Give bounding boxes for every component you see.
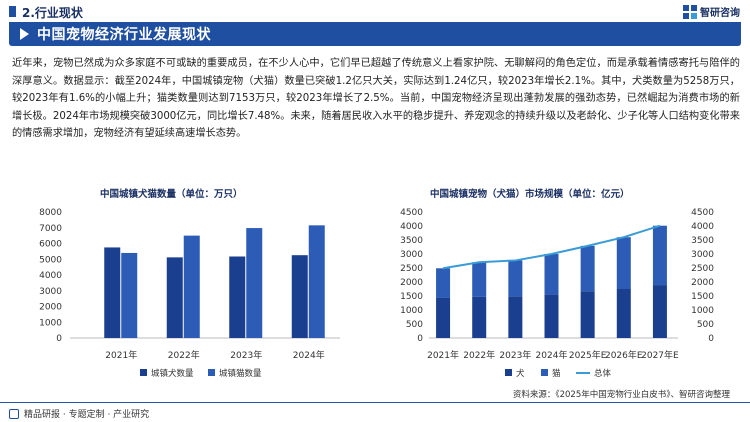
x-tick-label: 2021年 <box>427 349 459 361</box>
y-tick-label: 6000 <box>39 240 62 250</box>
y-tick-label-right: 2500 <box>691 264 714 274</box>
y-tick-label: 0 <box>56 334 62 344</box>
chart2-title: 中国城镇宠物（犬猫）市场规模（单位：亿元） <box>430 189 630 200</box>
y-tick-label-left: 4500 <box>400 208 423 218</box>
x-tick-label: 2023年 <box>499 349 531 361</box>
y-tick-label-right: 3000 <box>691 250 714 260</box>
x-tick-label: 2027年E <box>641 349 679 361</box>
y-tick-label: 8000 <box>39 208 62 218</box>
bar-cat <box>246 228 263 338</box>
bar-cat <box>472 262 487 297</box>
legend-label: 总体 <box>594 368 612 379</box>
y-tick-label-right: 0 <box>708 334 714 344</box>
y-tick-label: 7000 <box>39 224 62 234</box>
line-total <box>442 224 661 270</box>
y-tick-label-left: 1500 <box>400 292 423 302</box>
x-tick-label: 2022年 <box>463 349 495 361</box>
bar-dog <box>544 294 559 338</box>
legend-swatch <box>541 369 548 376</box>
bar-dog <box>580 291 595 338</box>
chevron-right-icon <box>20 28 29 40</box>
bar-dog <box>291 255 308 338</box>
y-tick-label-left: 500 <box>406 320 423 330</box>
legend-swatch <box>140 369 147 376</box>
y-tick-label-left: 3500 <box>400 236 423 246</box>
y-tick-label: 1000 <box>39 318 62 328</box>
y-tick-label-left: 0 <box>417 334 423 344</box>
section-title: 2.行业现状 <box>22 6 83 20</box>
y-tick-label: 2000 <box>39 303 62 313</box>
x-tick-label: 2023年 <box>230 349 262 361</box>
top-header: 2.行业现状 智研咨询 <box>0 0 750 24</box>
y-tick-label-left: 3000 <box>400 250 423 260</box>
bar-cat <box>121 252 138 338</box>
legend-swatch <box>208 369 215 376</box>
y-tick-label-right: 500 <box>697 320 714 330</box>
x-tick-label: 2021年 <box>105 349 137 361</box>
y-tick-label-right: 1000 <box>691 306 714 316</box>
bar-dog <box>436 297 451 338</box>
y-tick-label-right: 3500 <box>691 236 714 246</box>
y-tick-label: 4000 <box>39 271 62 281</box>
document-icon <box>9 409 19 419</box>
chart1-title: 中国城镇犬猫数量（单位：万只） <box>100 189 243 200</box>
bar-dog <box>229 256 246 338</box>
bar-dog <box>104 247 121 338</box>
y-tick-label-left: 2500 <box>400 264 423 274</box>
brand-name: 智研咨询 <box>700 8 740 19</box>
y-tick-label-left: 2000 <box>400 278 423 288</box>
bar-dog <box>652 285 667 338</box>
y-tick-label-left: 4000 <box>400 222 423 232</box>
bar-cat <box>544 254 559 295</box>
brand-logo-icon <box>683 4 697 19</box>
y-tick-label: 3000 <box>39 287 62 297</box>
legend-label: 城镇猫数量 <box>219 368 262 379</box>
bar-dog <box>508 296 523 338</box>
y-tick-label-left: 1000 <box>400 306 423 316</box>
page-title: 中国宠物经济行业发展现状 <box>37 27 211 43</box>
source-note: 资料来源：《2025年中国宠物行业白皮书》、智研咨询整理 <box>512 390 730 400</box>
x-tick-label: 2024年 <box>293 349 325 361</box>
bar-dog <box>166 257 183 338</box>
brand: 智研咨询 <box>683 4 740 19</box>
y-tick-label: 5000 <box>39 255 62 265</box>
x-tick-label: 2022年 <box>168 349 200 361</box>
section-marker <box>9 6 16 17</box>
bar-dog <box>616 289 631 338</box>
y-tick-label-right: 4000 <box>691 222 714 232</box>
bar-dog <box>472 296 487 338</box>
legend-label: 犬 <box>516 368 525 379</box>
y-tick-label-right: 2000 <box>691 278 714 288</box>
bar-cat <box>508 260 523 297</box>
bar-cat <box>652 225 667 286</box>
bar-cat <box>436 268 451 298</box>
bar-cat <box>308 225 325 338</box>
legend-swatch <box>505 369 512 376</box>
x-tick-label: 2024年 <box>536 349 568 361</box>
y-tick-label-right: 4500 <box>691 208 714 218</box>
bar-cat <box>183 235 200 338</box>
footer-tagline: 精品研报 · 专题定制 · 产业研究 <box>24 410 150 420</box>
legend-label: 城镇犬数量 <box>151 368 194 379</box>
bar-cat <box>616 237 631 289</box>
bar-cat <box>580 245 595 292</box>
footer: 精品研报 · 专题定制 · 产业研究 <box>0 402 750 422</box>
x-tick-label: 2026年E <box>605 349 643 361</box>
title-bar: 中国宠物经济行业发展现状 <box>9 22 741 46</box>
y-tick-label-right: 1500 <box>691 292 714 302</box>
intro-paragraph: 近年来，宠物已然成为众多家庭不可或缺的重要成员，在不少人心中，它们早已超越了传统… <box>12 58 740 139</box>
x-tick-label: 2025年E <box>569 349 607 361</box>
legend-label: 猫 <box>552 368 561 379</box>
